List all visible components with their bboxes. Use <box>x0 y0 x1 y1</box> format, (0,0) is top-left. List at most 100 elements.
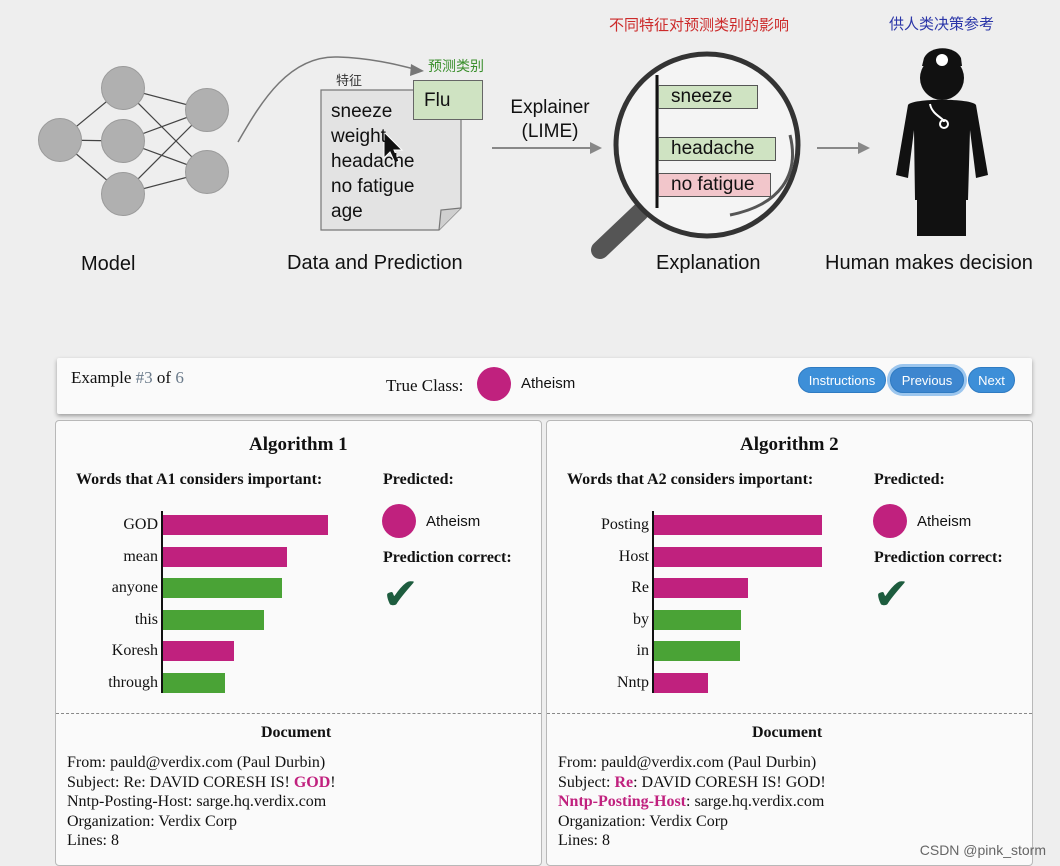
document-line: From: pauld@verdix.com (Paul Durbin) <box>558 753 816 773</box>
data-prediction-caption: Data and Prediction <box>287 252 463 274</box>
word-importance-bar <box>654 609 742 630</box>
word-importance-bar <box>654 546 822 567</box>
predicted-title: Predicted: <box>874 471 945 488</box>
document-title: Document <box>261 724 332 741</box>
word-label: Host <box>618 547 649 565</box>
watermark: CSDN @pink_storm <box>919 842 1046 858</box>
true-class-dot <box>477 367 511 401</box>
document-text: Subject: <box>558 773 615 791</box>
document-line: Subject: Re: DAVID CORESH IS! GOD! <box>67 773 336 793</box>
algorithm-title: Algorithm 2 <box>740 434 839 455</box>
word-label: Re <box>631 579 649 596</box>
predicted-class-value: Atheism <box>917 513 972 530</box>
feature-item: weight <box>331 126 386 147</box>
word-importance-bar <box>654 672 708 693</box>
prediction-correct-title: Prediction correct: <box>383 549 512 566</box>
lens-bar-sneeze: sneeze <box>658 85 758 109</box>
words-title: Words that A1 considers important: <box>76 471 323 488</box>
next-button[interactable]: Next <box>968 367 1015 393</box>
word-importance-bar <box>654 578 749 598</box>
document-line: Nntp-Posting-Host: sarge.hq.verdix.com <box>558 792 824 812</box>
algorithm-1-panel: Algorithm 1 Words that A1 considers impo… <box>55 420 542 866</box>
document-line: From: pauld@verdix.com (Paul Durbin) <box>67 753 325 773</box>
document-line: Nntp-Posting-Host: sarge.hq.verdix.com <box>67 792 326 812</box>
document-text: From: pauld@verdix.com (Paul Durbin) <box>67 754 326 771</box>
word-label: mean <box>123 547 158 565</box>
feature-influence-annotation: 不同特征对预测类别的影响 <box>609 16 790 34</box>
word-label: through <box>108 673 158 691</box>
document-text: Organization: Verdix Corp <box>67 812 238 830</box>
nn-output-node <box>185 150 229 194</box>
true-class-value: Atheism <box>521 375 576 392</box>
word-label: GOD <box>123 516 158 533</box>
word-importance-bar <box>163 672 226 693</box>
lens-bar-no-fatigue: no fatigue <box>658 173 771 197</box>
lens-bar-label: sneeze <box>671 86 733 107</box>
lime-label: (LIME) <box>521 121 579 142</box>
example-of: of <box>152 368 176 387</box>
algorithm-2-panel: Algorithm 2 Words that A2 considers impo… <box>546 420 1033 866</box>
word-importance-bar <box>163 578 283 598</box>
lens-bar-label: headache <box>671 138 755 159</box>
document-line: Organization: Verdix Corp <box>558 812 728 832</box>
word-importance-bar <box>654 515 822 535</box>
document-text: : sarge.hq.verdix.com <box>686 793 825 810</box>
word-label: this <box>134 610 158 628</box>
document-text: Nntp-Posting-Host: sarge.hq.verdix.com <box>67 793 327 810</box>
feature-item: age <box>331 201 363 222</box>
example-total: 6 <box>175 368 184 387</box>
word-importance-bar <box>163 515 328 535</box>
word-importance-bar <box>654 641 740 661</box>
word-label: Koresh <box>111 642 158 659</box>
nn-input-node <box>38 118 82 162</box>
words-title: Words that A2 considers important: <box>567 471 814 488</box>
document-text: Organization: Verdix Corp <box>558 812 729 830</box>
document-line: Subject: Re: DAVID CORESH IS! GOD! <box>558 773 826 793</box>
example-prefix: Example <box>71 368 136 387</box>
nn-hidden-node <box>101 119 145 163</box>
example-number: #3 <box>135 368 153 387</box>
prediction-box: Flu <box>413 80 483 120</box>
word-importance-bar <box>163 641 234 661</box>
explainer-label: Explainer <box>510 97 590 118</box>
explanation-caption: Explanation <box>656 252 761 274</box>
highlighted-word: Nntp-Posting-Host <box>558 793 687 810</box>
document-text: Lines: 8 <box>558 832 610 849</box>
example-counter: Example #3 of 6 <box>71 368 184 388</box>
prediction-correct-title: Prediction correct: <box>874 549 1003 566</box>
word-label: anyone <box>111 579 158 596</box>
highlighted-word: GOD <box>293 773 331 791</box>
document-text: Lines: 8 <box>67 832 119 849</box>
word-label: in <box>636 642 649 659</box>
instructions-button[interactable]: Instructions <box>798 367 886 393</box>
word-label: by <box>633 610 649 628</box>
word-label: Posting <box>600 516 649 533</box>
word-importance-bar <box>163 609 264 630</box>
predicted-class-dot <box>873 504 907 538</box>
explainer-caption: Explainer (LIME) <box>505 96 595 144</box>
document-line: Organization: Verdix Corp <box>67 812 237 832</box>
document-title: Document <box>752 724 823 741</box>
decision-reference-annotation: 供人类决策参考 <box>889 15 995 33</box>
word-label: Nntp <box>617 673 649 691</box>
document-text: ! <box>330 773 336 791</box>
document-text: Subject: Re: DAVID CORESH IS! <box>67 773 294 791</box>
document-text: From: pauld@verdix.com (Paul Durbin) <box>558 754 817 771</box>
feature-item: sneeze <box>331 101 393 122</box>
checkmark-icon: ✔ <box>382 569 419 620</box>
section-divider <box>56 713 541 714</box>
bar-axis <box>652 511 654 693</box>
document-line: Lines: 8 <box>558 831 610 851</box>
lens-bar-headache: headache <box>658 137 776 161</box>
algorithm-title: Algorithm 1 <box>249 434 348 455</box>
model-caption: Model <box>81 253 136 275</box>
nn-output-node <box>185 88 229 132</box>
human-caption: Human makes decision <box>825 252 1033 274</box>
highlighted-word: Re <box>614 773 634 791</box>
predicted-class-dot <box>382 504 416 538</box>
nn-hidden-node <box>101 172 145 216</box>
document-line: Lines: 8 <box>67 831 119 851</box>
features-annotation: 特征 <box>336 74 363 89</box>
predicted-class-value: Atheism <box>426 513 481 530</box>
previous-button[interactable]: Previous <box>890 367 964 393</box>
